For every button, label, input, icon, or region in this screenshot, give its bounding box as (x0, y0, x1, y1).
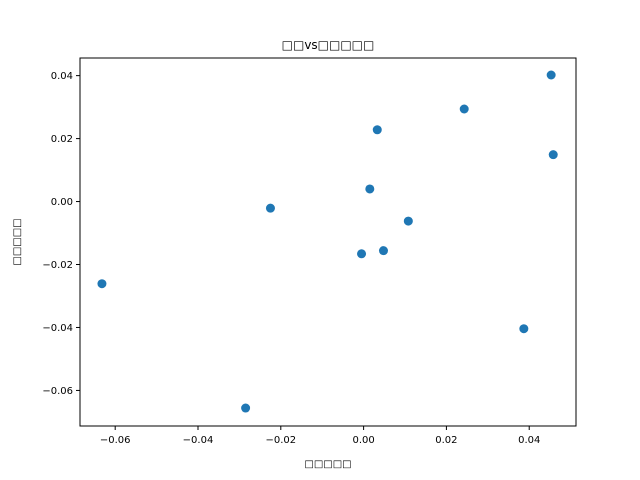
data-point (241, 403, 251, 413)
x-tick-label: −0.04 (183, 435, 214, 446)
data-point (403, 216, 413, 226)
axes-frame (79, 57, 577, 427)
y-axis-label: □□□□□ (12, 218, 23, 265)
x-tick-label: 0.00 (352, 435, 374, 446)
x-axis-label: □□□□□ (304, 459, 351, 470)
x-axis: −0.06 −0.04 −0.02 0.00 0.02 0.04 (100, 426, 540, 446)
data-point (372, 125, 382, 135)
y-tick-label: −0.02 (42, 260, 73, 271)
data-point (97, 279, 107, 289)
y-tick-label: 0.02 (51, 134, 73, 145)
data-point (265, 203, 275, 213)
x-tick-label: −0.06 (100, 435, 131, 446)
data-point (519, 324, 529, 334)
data-point (459, 104, 469, 114)
y-tick-label: 0.04 (51, 71, 73, 82)
x-tick-label: 0.02 (435, 435, 457, 446)
data-point (357, 249, 367, 259)
x-tick-label: −0.02 (265, 435, 296, 446)
data-point (378, 246, 388, 256)
y-tick-label: −0.06 (42, 386, 73, 397)
data-point (546, 70, 556, 80)
y-tick-label: 0.00 (51, 197, 73, 208)
y-tick-label: −0.04 (42, 323, 73, 334)
data-point (365, 184, 375, 194)
chart-title: □□vs□□□□□ (282, 38, 375, 52)
x-tick-label: 0.04 (518, 435, 540, 446)
data-point (548, 150, 558, 160)
y-axis: −0.06 −0.04 −0.02 0.00 0.02 0.04 (42, 71, 80, 397)
data-points (97, 70, 558, 413)
